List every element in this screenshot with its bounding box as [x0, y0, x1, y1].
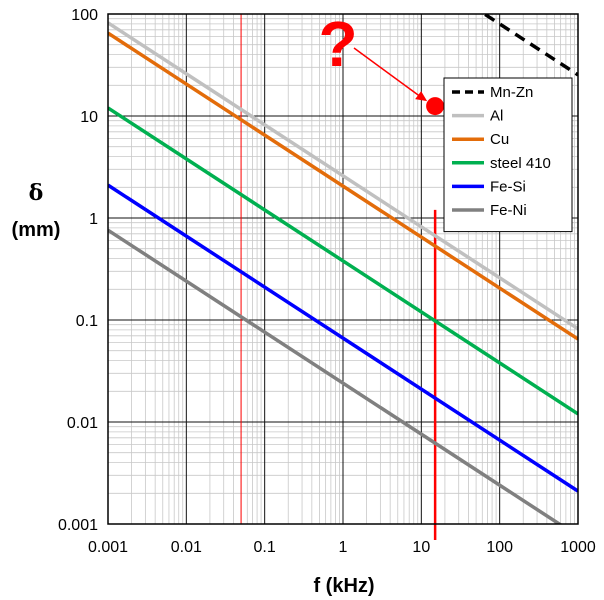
series-line-al — [108, 21, 578, 331]
series-line-fe-si — [108, 183, 578, 493]
y-tick-labels: 0.001 0.01 0.1 1 10 100 — [58, 7, 98, 534]
x-tick-label: 1 — [339, 539, 348, 556]
legend: Mn-Zn Al Cu steel 410 Fe-Si Fe-Ni — [443, 77, 573, 233]
plot-area-frame — [107, 13, 579, 525]
y-tick-label: 0.1 — [76, 313, 98, 330]
legend-label: Mn-Zn — [490, 84, 533, 101]
question-mark-annotation: ? — [318, 8, 357, 80]
annotation-arrow — [353, 47, 426, 101]
annotation-arrowhead — [415, 91, 428, 102]
series-line-steel-410 — [108, 106, 578, 416]
y-axis-symbol: δ — [29, 180, 44, 206]
annotations: ? — [318, 8, 445, 116]
series-line-fe-ni — [108, 228, 563, 524]
legend-label: steel 410 — [490, 155, 551, 172]
x-tick-label: 0.01 — [171, 539, 202, 556]
reference-lines — [240, 14, 437, 540]
red-dot-marker — [426, 97, 445, 116]
x-tick-label: 1000 — [560, 539, 596, 556]
y-tick-label: 0.01 — [67, 415, 98, 432]
series-line-cu — [108, 31, 578, 341]
x-tick-label: 100 — [486, 539, 513, 556]
x-tick-label: 10 — [412, 539, 430, 556]
x-axis-title: f (kHz) — [313, 575, 374, 597]
y-tick-label: 10 — [80, 109, 98, 126]
legend-label: Cu — [490, 131, 509, 148]
legend-label: Fe-Si — [490, 178, 526, 195]
legend-label: Al — [490, 108, 503, 125]
y-tick-label: 100 — [71, 7, 98, 24]
y-axis-unit: (mm) — [12, 219, 61, 241]
legend-box — [443, 77, 573, 233]
x-tick-label: 0.1 — [254, 539, 276, 556]
series-lines — [108, 14, 578, 524]
y-tick-label: 0.001 — [58, 517, 98, 534]
legend-label: Fe-Ni — [490, 202, 527, 219]
y-tick-label: 1 — [89, 211, 98, 228]
x-tick-label: 0.001 — [88, 539, 128, 556]
x-tick-labels: 0.001 0.01 0.1 1 10 100 1000 — [88, 539, 596, 556]
